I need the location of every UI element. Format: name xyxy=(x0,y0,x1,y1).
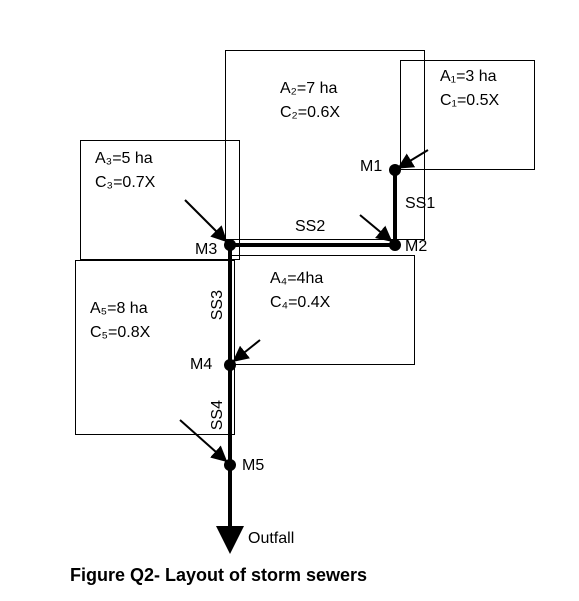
node-m2-label: M2 xyxy=(405,238,427,256)
node-m1-label: M1 xyxy=(360,158,382,176)
outfall-label: Outfall xyxy=(248,530,294,548)
node-m2 xyxy=(389,239,401,251)
edge-ss4-label: SS4 xyxy=(209,400,227,430)
node-m4 xyxy=(224,359,236,371)
node-m3-label: M3 xyxy=(195,241,217,259)
node-m5-label: M5 xyxy=(242,457,264,475)
edge-ss2-label: SS2 xyxy=(295,218,325,236)
arrow-r3-m3 xyxy=(185,200,225,240)
arrow-r1-m1 xyxy=(400,150,428,167)
node-m5 xyxy=(224,459,236,471)
arrow-r4-m4 xyxy=(235,340,260,360)
node-m4-label: M4 xyxy=(190,356,212,374)
edge-ss1-label: SS1 xyxy=(405,195,435,213)
figure-caption: Figure Q2- Layout of storm sewers xyxy=(70,565,367,586)
diagram-canvas: A₁=3 ha C₁=0.5X A₂=7 ha C₂=0.6X A₃=5 ha … xyxy=(0,0,579,601)
node-m3 xyxy=(224,239,236,251)
edge-ss3-label: SS3 xyxy=(209,290,227,320)
arrow-r2-m2 xyxy=(360,215,390,240)
network-svg xyxy=(0,0,579,601)
node-m1 xyxy=(389,164,401,176)
